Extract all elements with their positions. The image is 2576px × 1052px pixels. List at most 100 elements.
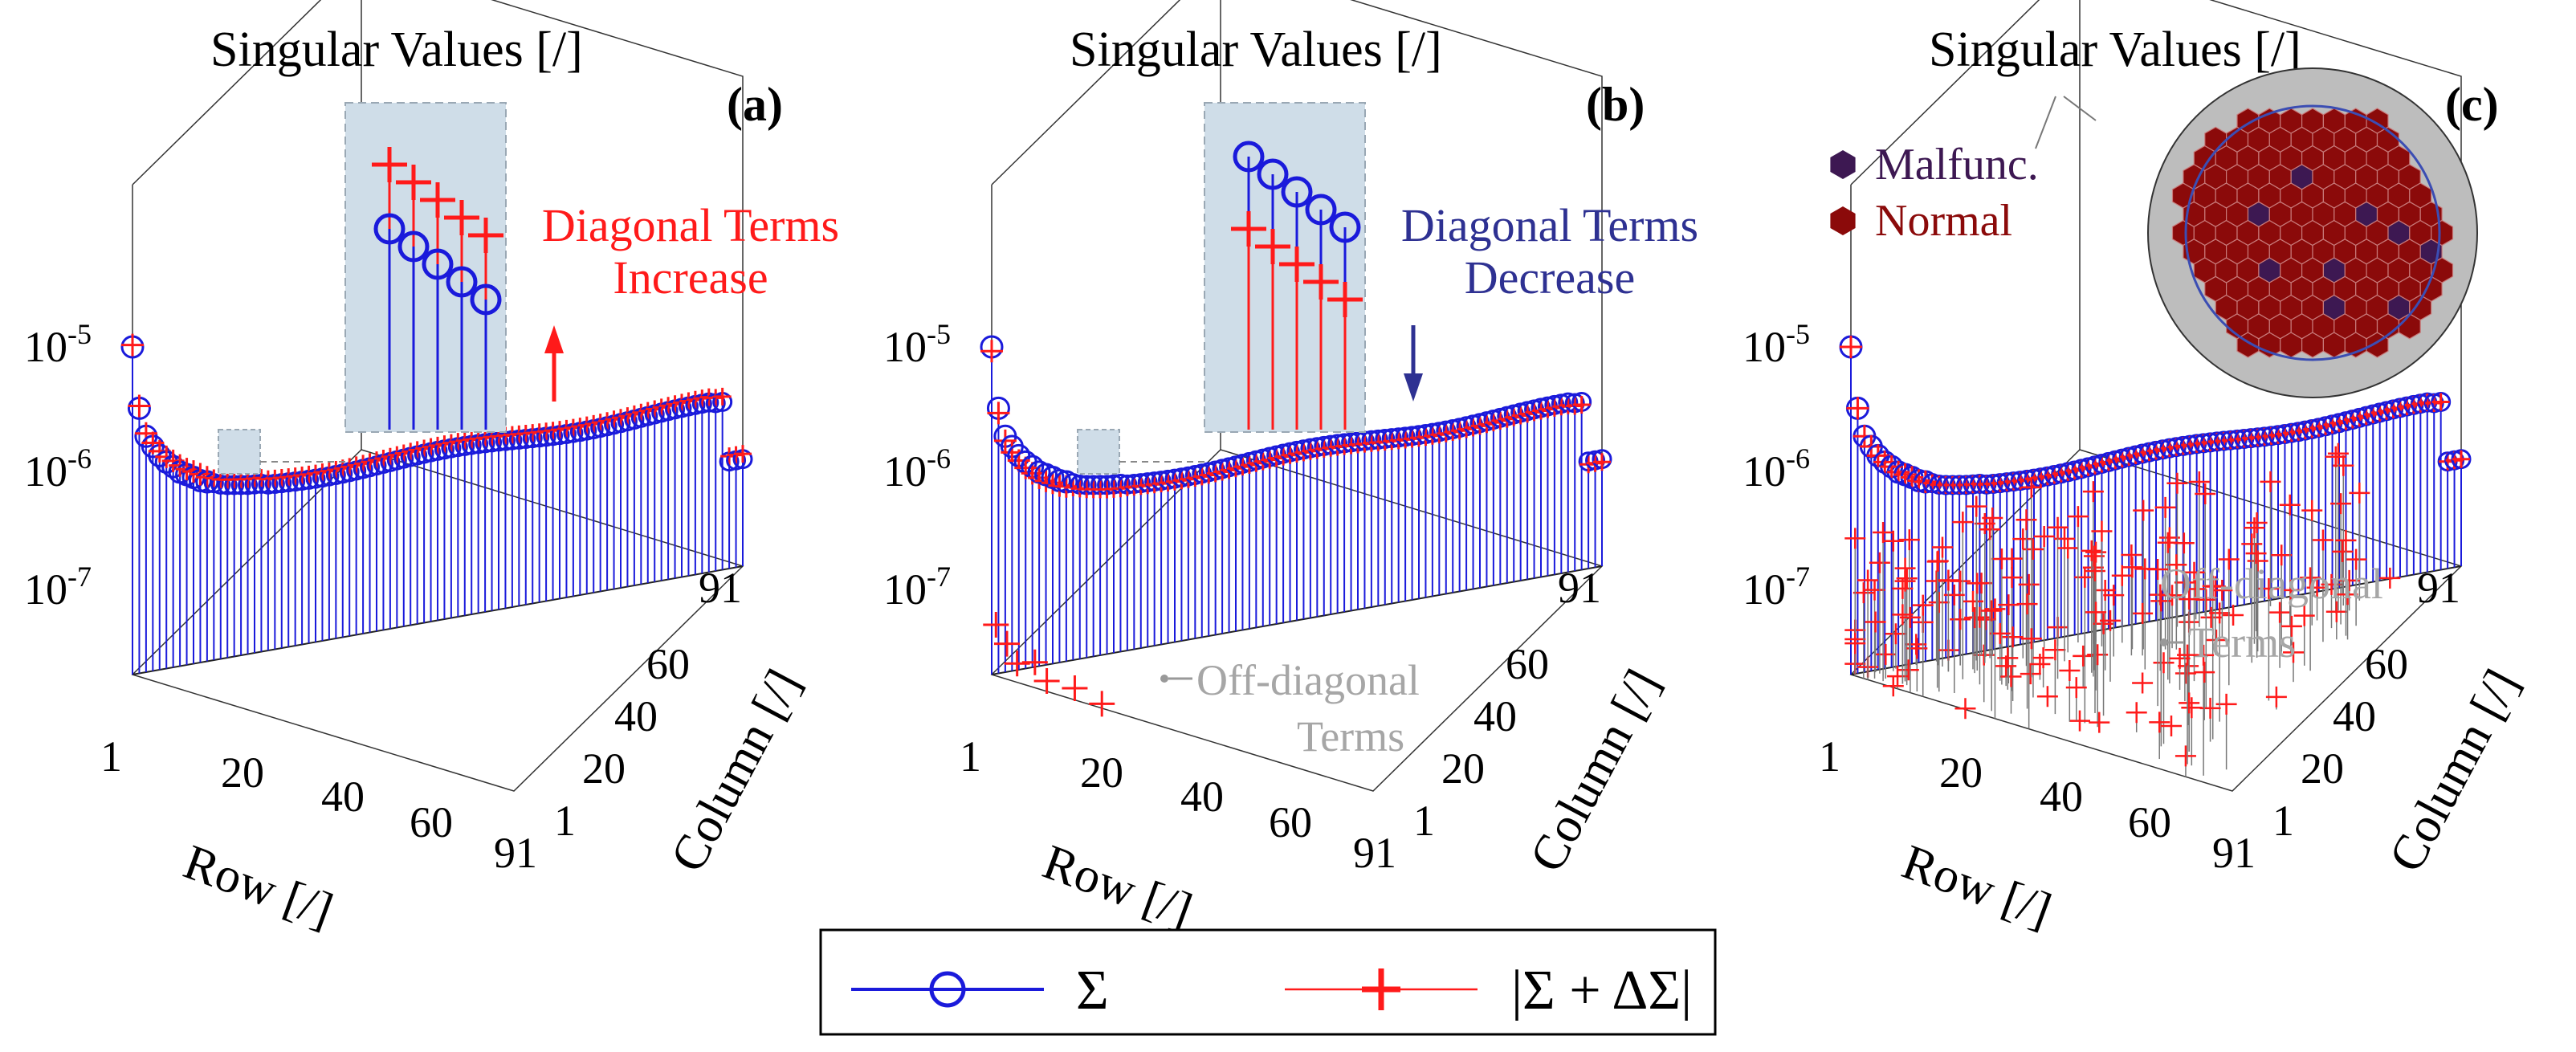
offdiag-marker (2132, 602, 2154, 624)
row-tick-label: 91 (2212, 829, 2256, 877)
offdiag-marker (2312, 529, 2333, 551)
offdiag-marker (2179, 692, 2200, 714)
offdiag-marker (1963, 590, 1983, 612)
offdiag-marker (2157, 532, 2179, 553)
offdiag-marker (2126, 702, 2147, 724)
row-tick-label: 60 (2128, 798, 2171, 846)
offdiag-marker (2166, 472, 2188, 494)
core-legend-label: Malfunc. (1875, 140, 2039, 190)
chart-title: Singular Values [/] (210, 22, 583, 77)
offdiag-marker (2265, 686, 2287, 707)
sigma-delta-marker (1840, 336, 1862, 359)
sigma-delta-marker (121, 333, 144, 357)
offdiag-marker (2020, 663, 2041, 685)
offdiag-marker (1882, 530, 1904, 552)
annotation-line-1: Diagonal Terms (1401, 199, 1698, 251)
offdiag-marker (1857, 569, 1879, 591)
offdiag-marker (2153, 652, 2175, 674)
offdiag-marker (2325, 601, 2347, 622)
offdiag-marker (1844, 528, 1866, 549)
offdiag-marker (1865, 611, 1886, 633)
panel-c: Singular Values [/](c)10-510-610-71 20 406… (1742, 0, 2530, 939)
offdiag-marker (2018, 573, 2040, 595)
offdiag-marker (2280, 579, 2301, 601)
row-tick-label: 40 (2040, 773, 2083, 821)
z-tick-label: 10-6 (24, 442, 92, 495)
offdiag-marker (2346, 548, 2367, 570)
offdiag-marker (2012, 528, 2034, 550)
legend-sigma-marker (929, 971, 966, 1008)
offdiag-marker (1089, 691, 1115, 717)
row-tick-label: 1 (960, 732, 981, 781)
offdiag-marker (2325, 446, 2346, 467)
series-legend: Σ |Σ + ΔΣ| (819, 928, 1717, 1036)
offdiag-marker (2091, 520, 2113, 542)
offdiag-marker (1897, 659, 1919, 681)
offdiag-label-line-1: Off-diagonal (2160, 560, 2383, 608)
sigma-delta-marker (2452, 450, 2470, 468)
panel-label: (a) (727, 78, 783, 131)
sigma-delta-marker (2431, 393, 2450, 411)
sigma-delta-marker (987, 402, 1010, 425)
row-tick-label: 40 (1180, 773, 1224, 821)
offdiag-marker (2154, 496, 2176, 518)
offdiag-marker (1875, 643, 1897, 665)
column-tick-label: 40 (614, 692, 658, 740)
core-legend-label: Normal (1875, 196, 2012, 246)
sigma-delta-marker (1593, 453, 1611, 471)
inset-sigma-marker (1281, 176, 1313, 208)
inset-sigma-marker (1305, 194, 1337, 226)
row-tick-label: 60 (1269, 798, 1312, 846)
offdiag-marker (2177, 644, 2199, 666)
offdiag-marker (1938, 569, 1959, 591)
offdiag-marker (994, 630, 1020, 657)
sigma-delta-marker (1846, 397, 1869, 420)
inset-delta-marker (1279, 247, 1314, 282)
offdiag-marker (2194, 662, 2215, 683)
offdiag-marker (2271, 544, 2293, 566)
row-axis-label: Row [/] (177, 834, 340, 938)
offdiag-marker (2087, 644, 2109, 666)
offdiag-marker (1928, 592, 1950, 614)
offdiag-marker (2132, 672, 2154, 694)
offdiag-label-line-2: Terms (1297, 712, 1404, 760)
offdiag-marker (1927, 550, 1949, 572)
offdiag-marker (2020, 476, 2042, 498)
sigma-delta-marker (993, 429, 1017, 452)
inset-delta-marker (1231, 211, 1266, 247)
zoom-source-box (218, 429, 261, 475)
zoom-source-box (1077, 429, 1120, 475)
offdiag-marker (2306, 577, 2328, 598)
inset-sigma-marker (422, 248, 454, 280)
offdiag-marker (1943, 584, 1965, 606)
inset-sigma-marker (397, 230, 430, 263)
legend-delta-label: |Σ + ΔΣ| (1511, 960, 1692, 1021)
offdiag-marker (2195, 483, 2216, 504)
offdiag-marker (2134, 558, 2156, 580)
legend-hex (1830, 206, 1856, 235)
inset-sigma-marker (1233, 141, 1265, 173)
z-tick-label: 10-7 (24, 561, 92, 614)
column-tick-label: 40 (1473, 692, 1517, 740)
offdiag-marker (1966, 495, 1987, 517)
offdiag-marker (2158, 527, 2180, 548)
offdiag-marker (1997, 647, 2019, 669)
row-tick-label: 60 (410, 798, 453, 846)
offdiag-marker (2059, 660, 2081, 682)
inset-delta-marker (1327, 282, 1363, 317)
offdiag-marker (2218, 548, 2240, 570)
offdiag-label-line-2: Terms (2188, 618, 2296, 667)
offdiag-marker (2301, 499, 2323, 521)
offdiag-marker (2183, 561, 2205, 583)
offdiag-marker (2174, 572, 2195, 593)
chart-title: Singular Values [/] (1929, 22, 2301, 77)
offdiag-marker (2065, 677, 2087, 699)
offdiag-marker (2175, 663, 2196, 684)
sigma-delta-marker (713, 387, 732, 406)
inset-delta-marker (444, 200, 479, 235)
offdiag-marker (1981, 600, 2003, 622)
z-tick-label: 10-6 (883, 442, 951, 495)
offdiag-marker (2029, 654, 2051, 675)
legend-delta-marker (1362, 968, 1400, 1010)
row-tick-label: 91 (1353, 829, 1396, 877)
